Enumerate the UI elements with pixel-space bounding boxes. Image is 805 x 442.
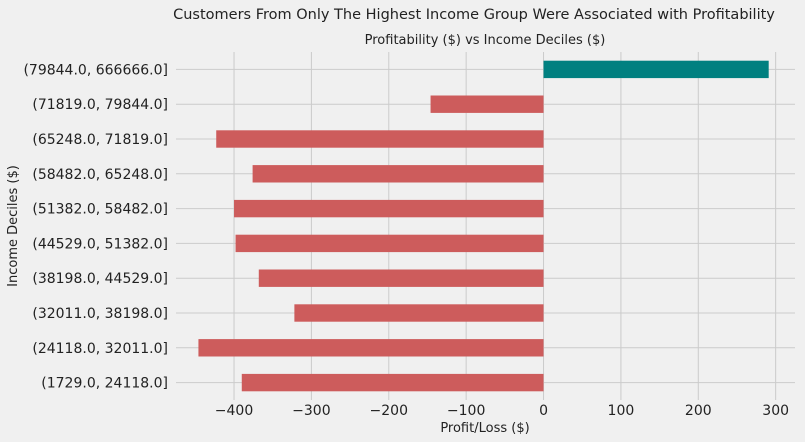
bar — [216, 130, 544, 148]
x-tick-label: 300 — [762, 403, 789, 419]
x-tick-label: −300 — [292, 403, 330, 419]
y-tick-label: (71819.0, 79844.0] — [32, 97, 168, 113]
chart-suptitle: Customers From Only The Highest Income G… — [173, 7, 775, 23]
y-tick-label: (58482.0, 65248.0] — [32, 167, 168, 183]
y-tick-label: (65248.0, 71819.0] — [32, 132, 168, 148]
y-tick-label: (32011.0, 38198.0] — [32, 306, 168, 322]
bar — [235, 234, 544, 253]
bar — [430, 95, 544, 113]
chart-title: Profitability ($) vs Income Deciles ($) — [365, 33, 606, 48]
x-tick-labels: −400 −300 −200 −100 0 100 200 300 — [215, 403, 789, 419]
bar — [198, 339, 544, 357]
y-tick-label: (1729.0, 24118.0] — [41, 376, 168, 392]
y-tick-label: (44529.0, 51382.0] — [32, 236, 168, 252]
x-tick-label: 0 — [539, 403, 548, 419]
bar — [543, 60, 769, 79]
bar — [294, 304, 544, 322]
x-axis-label: Profit/Loss ($) — [440, 421, 529, 436]
x-tick-label: −400 — [215, 403, 253, 419]
bar — [252, 165, 544, 183]
bar — [241, 373, 544, 392]
x-tick-label: 100 — [608, 403, 635, 419]
y-tick-label: (51382.0, 58482.0] — [32, 202, 168, 218]
bar — [234, 199, 544, 218]
y-tick-labels: (1729.0, 24118.0] (24118.0, 32011.0] (3201… — [23, 62, 168, 391]
y-tick-label: (79844.0, 666666.0] — [23, 62, 168, 78]
x-tick-label: −200 — [370, 403, 408, 419]
bar — [258, 269, 544, 287]
bars-layer — [198, 60, 769, 392]
y-tick-label: (38198.0, 44529.0] — [32, 271, 168, 287]
x-tick-label: 200 — [685, 403, 712, 419]
y-tick-label: (24118.0, 32011.0] — [32, 341, 168, 357]
y-axis-label: Income Deciles ($) — [6, 165, 21, 287]
x-tick-label: −100 — [447, 403, 485, 419]
